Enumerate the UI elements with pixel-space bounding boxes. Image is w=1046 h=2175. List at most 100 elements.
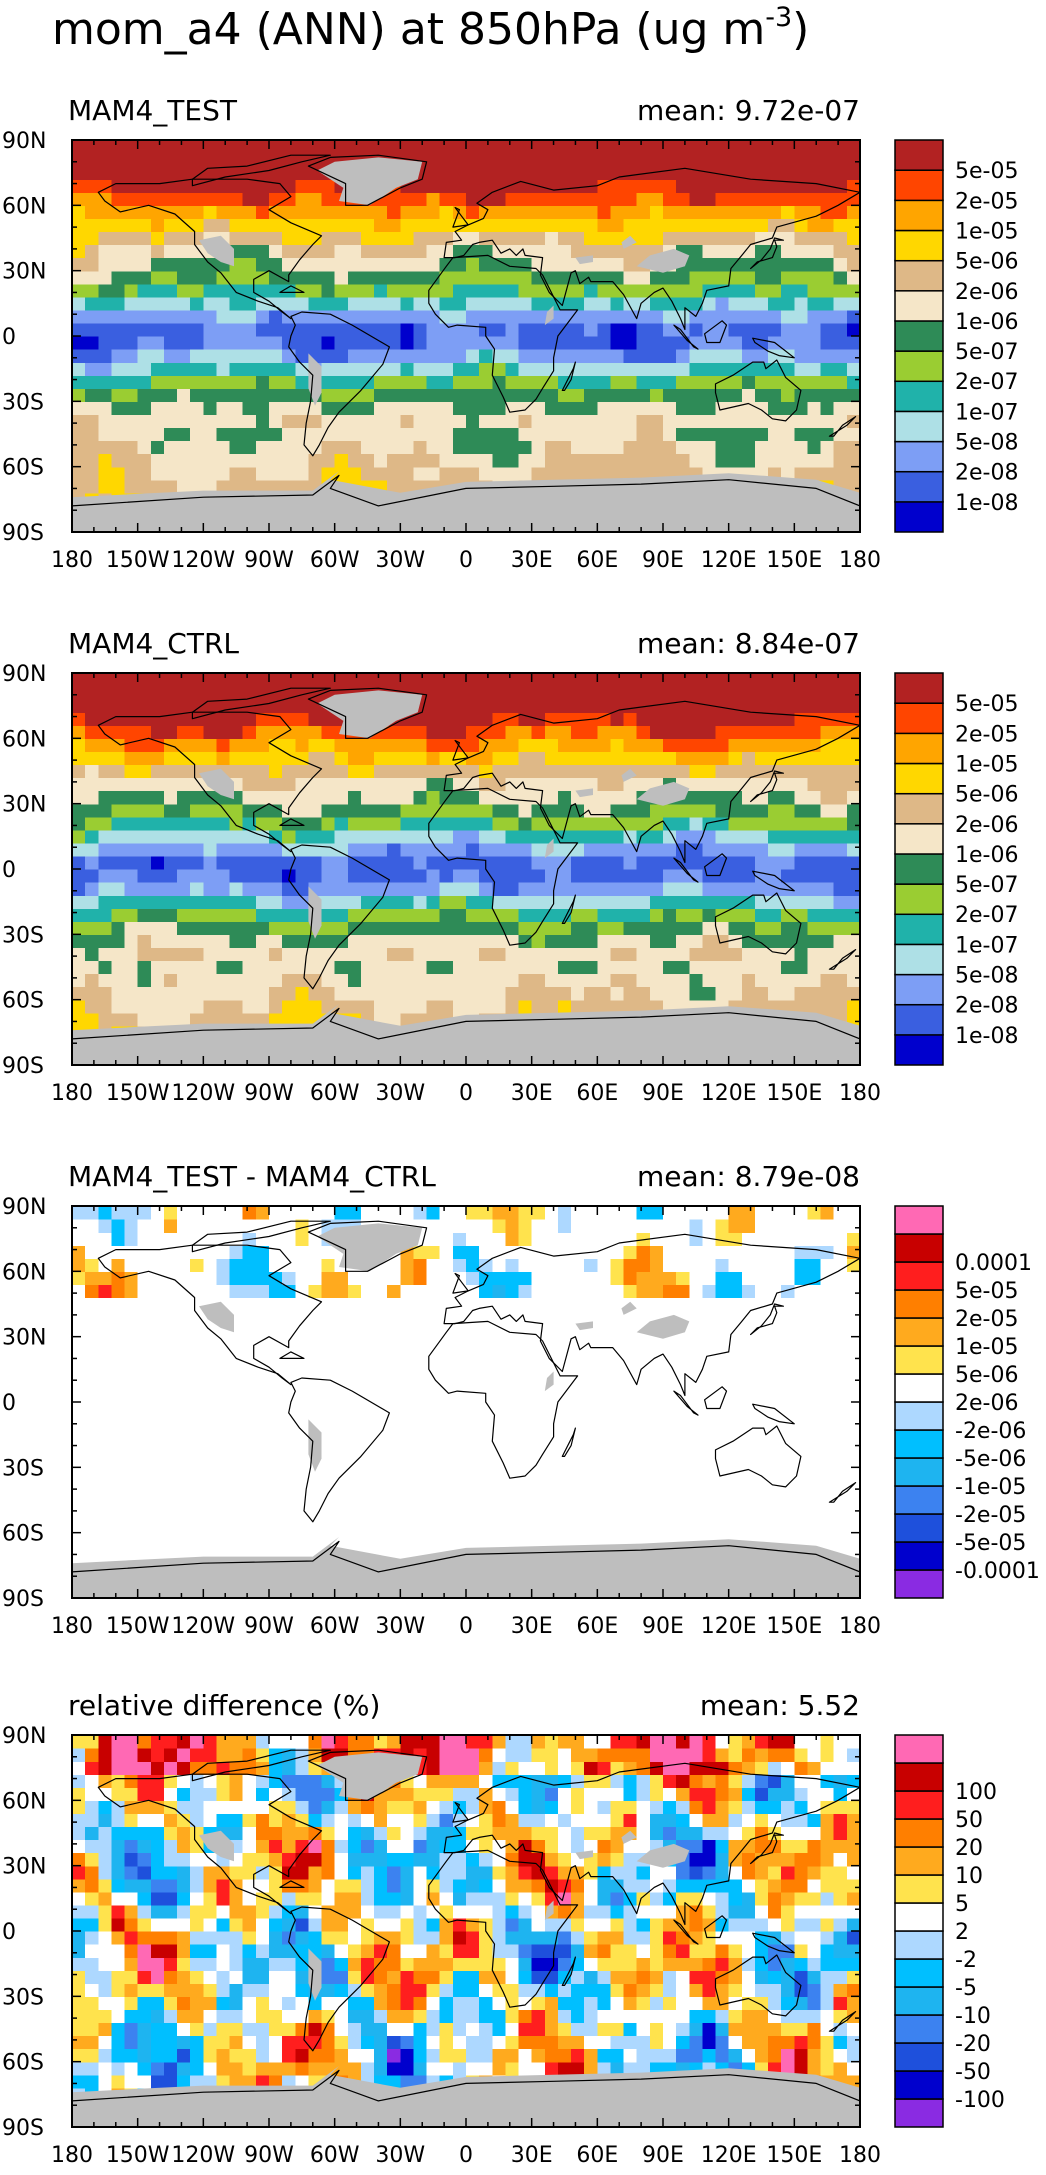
- field-cell: [663, 401, 677, 415]
- field-cell: [203, 270, 217, 285]
- field-cell: [242, 296, 257, 311]
- field-cell: [360, 803, 375, 818]
- field-cell: [334, 218, 349, 233]
- field-cell: [741, 738, 756, 752]
- field-cell: [452, 270, 467, 285]
- field-cell: [689, 192, 703, 206]
- field-cell: [203, 712, 217, 726]
- field-cell: [295, 479, 309, 494]
- field-cell: [190, 466, 204, 481]
- field-cell: [702, 699, 717, 713]
- field-cell: [794, 388, 808, 402]
- field-cell: [295, 453, 309, 468]
- field-cell: [439, 921, 454, 935]
- field-cell: [426, 362, 441, 376]
- field-cell: [229, 855, 244, 870]
- field-cell: [216, 1441, 231, 1455]
- field-cell: [295, 336, 309, 350]
- field-cell: [400, 673, 414, 687]
- field-cell: [439, 1245, 454, 1259]
- field-cell: [360, 257, 375, 272]
- field-cell: [505, 375, 520, 389]
- field-cell: [111, 257, 126, 272]
- field-cell: [623, 140, 638, 154]
- field-cell: [124, 205, 139, 219]
- field-cell: [374, 1454, 388, 1468]
- field-cell: [163, 764, 178, 779]
- field-cell: [111, 869, 126, 883]
- field-cell: [374, 427, 388, 442]
- field-cell: [833, 166, 848, 180]
- colorbar-label: 2e-07: [955, 903, 1018, 928]
- field-cell: [150, 738, 165, 752]
- field-cell: [728, 934, 743, 948]
- field-cell: [269, 803, 283, 818]
- field-cell: [807, 751, 822, 766]
- field-cell: [72, 790, 86, 805]
- field-cell: [269, 1219, 283, 1233]
- field-cell: [111, 231, 126, 246]
- field-cell: [203, 869, 217, 883]
- field-cell: [518, 257, 533, 272]
- field-cell: [754, 270, 769, 285]
- field-cell: [177, 1402, 191, 1416]
- field-cell: [269, 686, 283, 700]
- field-cell: [518, 921, 533, 935]
- field-cell: [820, 947, 835, 962]
- field-cell: [269, 829, 283, 844]
- field-cell: [387, 1362, 401, 1377]
- field-cell: [584, 153, 598, 167]
- field-cell: [663, 153, 677, 167]
- field-cell: [413, 375, 428, 389]
- field-cell: [282, 192, 296, 206]
- field-cell: [295, 1336, 309, 1351]
- field-cell: [308, 738, 323, 752]
- field-cell: [242, 336, 257, 350]
- field-cell: [715, 218, 730, 233]
- field-cell: [163, 934, 178, 948]
- field-cell: [636, 986, 651, 1001]
- field-cell: [321, 1467, 336, 1481]
- field-cell: [571, 947, 585, 962]
- field-cell: [531, 231, 546, 246]
- field-cell: [741, 440, 756, 455]
- field-cell: [820, 388, 835, 402]
- field-cell: [85, 440, 99, 455]
- field-cell: [636, 283, 651, 298]
- field-cell: [426, 244, 441, 259]
- field-cell: [715, 414, 730, 429]
- field-cell: [229, 296, 244, 311]
- field-cell: [72, 855, 86, 870]
- x-tick-label: 120W: [171, 1081, 235, 1106]
- field-cell: [242, 1532, 257, 1547]
- field-cell: [137, 1206, 152, 1220]
- field-cell: [150, 1206, 165, 1220]
- field-cell: [741, 362, 756, 376]
- field-cell: [492, 738, 506, 752]
- field-cell: [137, 1271, 152, 1285]
- field-cell: [150, 960, 165, 975]
- field-cell: [177, 270, 191, 285]
- field-cell: [85, 414, 99, 429]
- field-cell: [846, 166, 860, 180]
- field-cell: [85, 777, 99, 792]
- field-cell: [282, 712, 296, 726]
- field-cell: [124, 1388, 139, 1403]
- field-cell: [177, 1519, 191, 1534]
- field-cell: [505, 453, 520, 468]
- field-cell: [282, 427, 296, 442]
- field-cell: [807, 218, 822, 233]
- field-cell: [492, 140, 506, 154]
- field-cell: [282, 1297, 296, 1312]
- field-cell: [124, 1349, 139, 1364]
- field-cell: [229, 166, 244, 180]
- field-cell: [347, 1310, 362, 1325]
- field-cell: [479, 362, 493, 376]
- field-cell: [505, 322, 520, 337]
- field-cell: [150, 1336, 165, 1351]
- field-cell: [400, 244, 414, 259]
- missing-region: [317, 690, 423, 739]
- field-cell: [387, 1336, 401, 1351]
- field-cell: [439, 296, 454, 311]
- field-cell: [676, 309, 690, 324]
